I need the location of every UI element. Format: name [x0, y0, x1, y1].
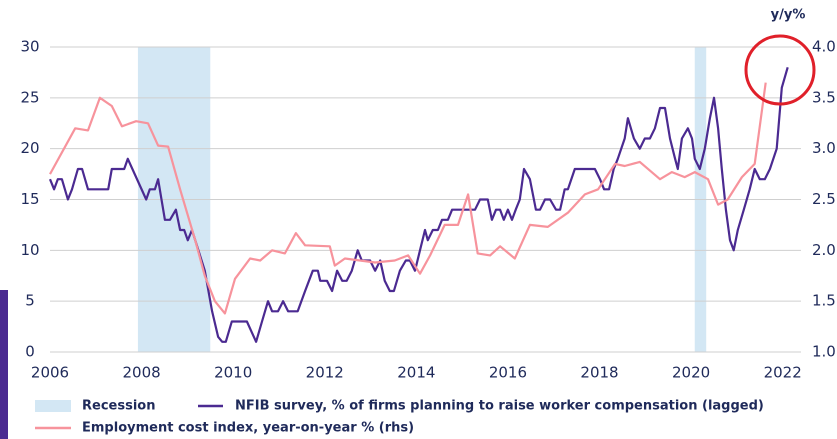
x-tick-label: 2008: [122, 364, 160, 382]
y-tick-label: 0: [25, 343, 35, 361]
y2-tick-label: 4.0: [812, 38, 836, 56]
x-tick-label: 2022: [764, 364, 802, 382]
y2-tick-label: 3.0: [812, 139, 836, 157]
y2-tick-label: 1.0: [812, 343, 836, 361]
y-tick-label: 20: [20, 139, 39, 157]
y-tick-label: 10: [20, 241, 39, 259]
y-tick-label: 30: [20, 38, 39, 56]
y-tick-label: 15: [20, 190, 39, 208]
highlight-circle: [744, 34, 816, 106]
x-tick-label: 2018: [580, 364, 618, 382]
legend-label: Employment cost index, year-on-year % (r…: [82, 421, 414, 436]
y2-tick-label: 1.5: [812, 292, 836, 310]
x-tick-label: 2016: [489, 364, 527, 382]
y2-tick-label: 2.0: [812, 241, 836, 259]
series-line: [48, 66, 789, 343]
side-bar: [0, 290, 8, 439]
legend-label: NFIB survey, % of firms planning to rais…: [235, 399, 764, 414]
x-tick-label: 2014: [397, 364, 435, 382]
legend-label: Recession: [82, 399, 155, 414]
y-tick-label: 5: [25, 292, 35, 310]
lines-layer: [48, 66, 789, 343]
y-tick-label: 25: [20, 88, 39, 106]
y2-tick-label: 2.5: [812, 190, 836, 208]
legend-swatch: [35, 400, 71, 412]
x-tick-label: 2020: [672, 364, 710, 382]
x-tick-label: 2010: [214, 364, 252, 382]
y2-unit-label: y/y%: [771, 8, 806, 23]
y2-tick-label: 3.5: [812, 88, 836, 106]
background-layer: [50, 46, 801, 353]
series-line: [49, 82, 767, 315]
x-tick-label: 2006: [31, 364, 69, 382]
x-tick-label: 2012: [306, 364, 344, 382]
